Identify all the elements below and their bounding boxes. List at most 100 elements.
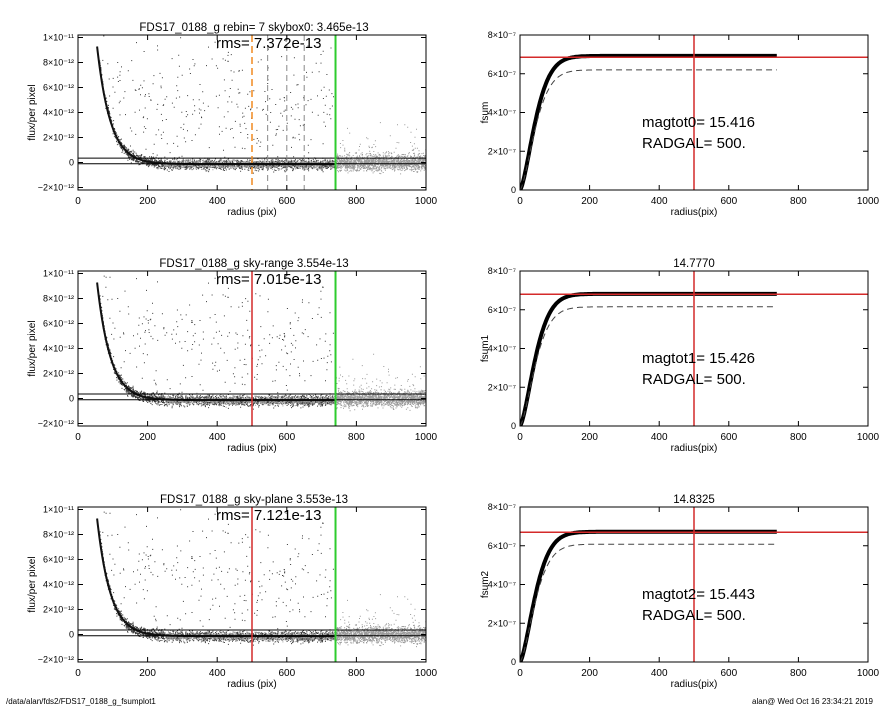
x-tick-label: 800 (790, 196, 807, 207)
y-tick-label: 2×10⁻¹² (43, 605, 74, 615)
y-tick-label: 6×10⁻⁷ (488, 69, 516, 79)
x-tick-label: 1000 (415, 432, 438, 443)
rms-label: rms= 7.015e-13 (216, 271, 321, 288)
y-tick-label: 0 (511, 657, 516, 667)
x-tick-label: 800 (348, 432, 365, 443)
background-points (165, 353, 426, 412)
y-tick-label: 2×10⁻⁷ (488, 146, 516, 156)
plot-area (78, 507, 426, 662)
chart-growth-3: magtot2= 15.443 RADGAL= 500. 0 200 400 600 800… (480, 494, 880, 690)
background-points (165, 594, 426, 648)
x-tick-label: 800 (790, 432, 807, 443)
y-tick-label: 2×10⁻⁷ (488, 618, 516, 628)
chart-title: FDS17_0188_g rebin= 7 skybox0: 3.465e-13 (139, 22, 368, 34)
chart-growth-1: magtot0= 15.416 RADGAL= 500. 0 200 400 600 800… (480, 30, 880, 218)
y-tick-label: 4×10⁻⁷ (488, 580, 516, 590)
y-tick-label: 4×10⁻⁷ (488, 108, 516, 118)
x-tick-label: 0 (75, 668, 81, 679)
x-tick-label: 200 (581, 668, 598, 679)
x-tick-label: 400 (651, 668, 668, 679)
footer-file-path: /data/alan/fds2/FDS17_0188_g_fsumplot1 (6, 697, 156, 706)
y-tick-label: 6×10⁻¹² (43, 555, 74, 565)
x-tick-label: 1000 (415, 196, 438, 207)
rms-label: rms= 7.121e-13 (216, 507, 321, 524)
x-tick-label: 400 (209, 432, 226, 443)
x-tick-label: 200 (139, 432, 156, 443)
y-tick-label: 8×10⁻⁷ (488, 502, 516, 512)
y-tick-label: 1×10⁻¹¹ (43, 269, 74, 279)
plot-area (520, 271, 868, 426)
x-tick-label: 200 (581, 432, 598, 443)
y-axis-label: fsum2 (480, 570, 491, 598)
x-tick-label: 400 (209, 196, 226, 207)
x-axis-label: radius (pix) (227, 207, 276, 218)
y-axis-label: flux/per pixel (27, 320, 38, 376)
annotation-1: magtot2= 15.443 (642, 586, 755, 603)
rms-label: rms= 7.372e-13 (216, 35, 321, 52)
x-tick-label: 0 (75, 432, 81, 443)
y-axis-label: fsum1 (480, 334, 491, 362)
annotation-2: RADGAL= 500. (642, 135, 746, 152)
dashed-growth-curve (520, 306, 777, 426)
y-tick-label: 4×10⁻¹² (43, 344, 74, 354)
y-tick-label: 0 (69, 158, 74, 168)
y-tick-label: 6×10⁻⁷ (488, 541, 516, 551)
y-tick-label: 0 (511, 185, 516, 195)
scatter-points (99, 35, 426, 175)
y-tick-label: 6×10⁻¹² (43, 83, 74, 93)
annotation-1: magtot1= 15.426 (642, 350, 755, 367)
chart-profile-1: rms= 7.372e-13 0 200 400 600 800 1000 1×10⁻¹¹ 8×… (27, 22, 438, 218)
scatter-points (98, 507, 426, 648)
x-tick-label: 800 (348, 196, 365, 207)
dashed-growth-curve (520, 543, 777, 662)
y-tick-label: −2×10⁻¹² (38, 655, 74, 665)
x-tick-label: 600 (278, 432, 295, 443)
chart-profile-2: rms= 7.015e-13 0 200 400 600 800 1000 1×10⁻¹¹ 8×… (27, 258, 438, 454)
profile-curve (96, 282, 336, 402)
y-tick-label: 8×10⁻¹² (43, 294, 74, 304)
profile-curve (96, 518, 336, 638)
x-tick-label: 600 (720, 668, 737, 679)
x-tick-label: 400 (651, 432, 668, 443)
x-tick-label: 1000 (857, 432, 880, 443)
x-tick-label: 800 (348, 668, 365, 679)
x-axis-label: radius(pix) (671, 443, 718, 454)
chart-title: FDS17_0188_g sky-range 3.554e-13 (159, 258, 348, 270)
y-tick-label: 4×10⁻⁷ (488, 344, 516, 354)
y-tick-label: 0 (69, 630, 74, 640)
y-tick-label: 4×10⁻¹² (43, 108, 74, 118)
x-axis-label: radius(pix) (671, 679, 718, 690)
plot-area (78, 271, 426, 426)
x-tick-label: 400 (209, 668, 226, 679)
x-tick-label: 600 (720, 432, 737, 443)
y-tick-label: 8×10⁻¹² (43, 58, 74, 68)
x-tick-label: 0 (517, 432, 523, 443)
plot-area (520, 507, 868, 662)
y-tick-label: 6×10⁻⁷ (488, 305, 516, 315)
x-axis-label: radius (pix) (227, 679, 276, 690)
x-tick-label: 400 (651, 196, 668, 207)
scatter-points (98, 271, 426, 412)
x-tick-label: 1000 (857, 196, 880, 207)
background-points (165, 122, 426, 175)
y-tick-label: 4×10⁻¹² (43, 580, 74, 590)
footer-user-date: alan@ Wed Oct 16 23:34:21 2019 (752, 697, 873, 706)
y-tick-label: 6×10⁻¹² (43, 319, 74, 329)
annotation-1: magtot0= 15.416 (642, 114, 755, 131)
x-tick-label: 0 (517, 668, 523, 679)
x-tick-label: 1000 (857, 668, 880, 679)
annotation-2: RADGAL= 500. (642, 371, 746, 388)
x-tick-label: 200 (139, 196, 156, 207)
plot-area (520, 35, 868, 190)
y-tick-label: 8×10⁻⁷ (488, 30, 516, 40)
growth-curve (520, 53, 777, 190)
annotation-2: RADGAL= 500. (642, 607, 746, 624)
y-axis-label: fsum (480, 102, 491, 124)
y-axis-label: flux/per pixel (27, 84, 38, 140)
source-points (98, 507, 337, 646)
chart-profile-3: rms= 7.121e-13 0 200 400 600 800 1000 1×10⁻¹¹ 8×… (27, 494, 438, 690)
dashed-growth-curve (520, 69, 777, 190)
chart-growth-2: magtot1= 15.426 RADGAL= 500. 0 200 400 600 800… (480, 258, 880, 454)
source-points (98, 271, 337, 410)
